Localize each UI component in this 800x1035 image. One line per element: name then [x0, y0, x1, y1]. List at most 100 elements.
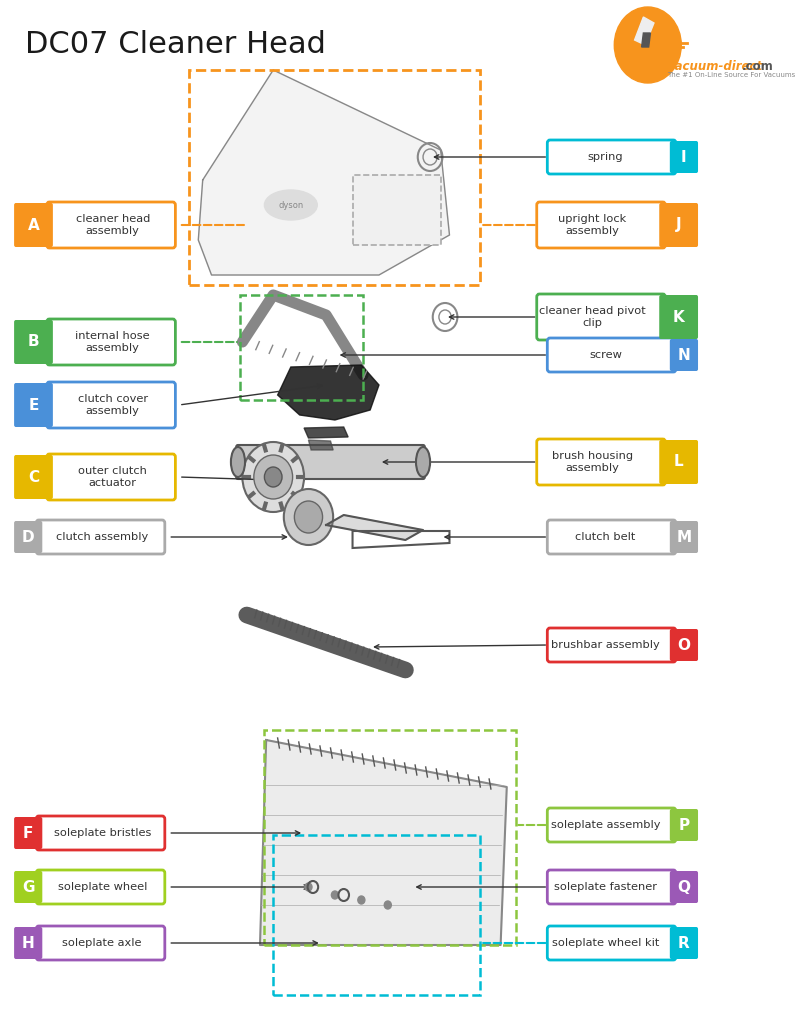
- Text: L: L: [674, 454, 683, 470]
- Circle shape: [265, 467, 282, 487]
- FancyBboxPatch shape: [670, 629, 698, 661]
- Text: I: I: [681, 149, 686, 165]
- FancyBboxPatch shape: [659, 295, 698, 339]
- Text: C: C: [28, 470, 39, 484]
- Text: M: M: [676, 530, 691, 544]
- FancyBboxPatch shape: [46, 382, 175, 428]
- FancyBboxPatch shape: [36, 816, 165, 850]
- FancyBboxPatch shape: [547, 870, 676, 904]
- Polygon shape: [642, 33, 650, 47]
- Text: F: F: [23, 826, 34, 840]
- FancyBboxPatch shape: [236, 445, 425, 479]
- Text: internal hose
assembly: internal hose assembly: [75, 331, 150, 353]
- FancyBboxPatch shape: [36, 520, 165, 554]
- Polygon shape: [304, 427, 348, 438]
- Circle shape: [254, 455, 293, 499]
- Text: upright lock
assembly: upright lock assembly: [558, 214, 626, 236]
- Text: H: H: [22, 936, 34, 950]
- Text: clutch belt: clutch belt: [575, 532, 636, 542]
- Text: outer clutch
actuator: outer clutch actuator: [78, 466, 147, 487]
- Text: brushbar assembly: brushbar assembly: [551, 640, 660, 650]
- Circle shape: [305, 883, 312, 891]
- Text: .com: .com: [742, 60, 774, 73]
- FancyBboxPatch shape: [547, 808, 676, 842]
- FancyBboxPatch shape: [537, 439, 666, 485]
- Polygon shape: [260, 740, 506, 945]
- Text: soleplate axle: soleplate axle: [62, 938, 142, 948]
- Ellipse shape: [416, 447, 430, 477]
- Circle shape: [242, 442, 304, 512]
- FancyBboxPatch shape: [46, 319, 175, 365]
- Circle shape: [284, 489, 333, 545]
- Text: J: J: [676, 217, 682, 233]
- Text: vacuum-direct: vacuum-direct: [667, 60, 762, 73]
- FancyBboxPatch shape: [670, 521, 698, 553]
- Text: soleplate assembly: soleplate assembly: [550, 820, 660, 830]
- Text: DC07 Cleaner Head: DC07 Cleaner Head: [25, 30, 326, 59]
- FancyBboxPatch shape: [670, 809, 698, 841]
- Circle shape: [614, 7, 682, 83]
- FancyBboxPatch shape: [353, 175, 441, 245]
- Ellipse shape: [231, 447, 245, 477]
- FancyBboxPatch shape: [14, 203, 53, 247]
- FancyBboxPatch shape: [670, 141, 698, 173]
- Text: screw: screw: [589, 350, 622, 360]
- Polygon shape: [278, 365, 379, 420]
- Circle shape: [384, 901, 391, 909]
- Text: soleplate wheel: soleplate wheel: [58, 882, 147, 892]
- Text: clutch assembly: clutch assembly: [56, 532, 148, 542]
- Ellipse shape: [265, 190, 318, 220]
- Text: D: D: [22, 530, 34, 544]
- Text: brush housing
assembly: brush housing assembly: [552, 451, 633, 473]
- Text: B: B: [28, 334, 39, 350]
- FancyBboxPatch shape: [537, 294, 666, 341]
- FancyBboxPatch shape: [14, 871, 42, 903]
- Circle shape: [358, 896, 365, 904]
- FancyBboxPatch shape: [537, 202, 666, 248]
- FancyBboxPatch shape: [547, 520, 676, 554]
- Text: E: E: [28, 397, 38, 413]
- FancyBboxPatch shape: [46, 454, 175, 500]
- Text: A: A: [28, 217, 39, 233]
- Polygon shape: [309, 440, 333, 450]
- Text: soleplate wheel kit: soleplate wheel kit: [552, 938, 659, 948]
- FancyBboxPatch shape: [36, 870, 165, 904]
- Text: The #1 On-Line Source For Vacuums: The #1 On-Line Source For Vacuums: [667, 72, 795, 78]
- FancyBboxPatch shape: [547, 140, 676, 174]
- Text: soleplate fastener: soleplate fastener: [554, 882, 657, 892]
- Polygon shape: [198, 70, 450, 275]
- Text: soleplate bristles: soleplate bristles: [54, 828, 151, 838]
- FancyBboxPatch shape: [14, 521, 42, 553]
- Text: Q: Q: [678, 880, 690, 894]
- FancyBboxPatch shape: [547, 926, 676, 960]
- Polygon shape: [634, 17, 654, 45]
- Text: dyson: dyson: [278, 201, 303, 209]
- Text: P: P: [678, 818, 690, 832]
- Circle shape: [294, 501, 322, 533]
- FancyBboxPatch shape: [14, 455, 53, 499]
- Text: O: O: [678, 638, 690, 652]
- FancyBboxPatch shape: [659, 440, 698, 484]
- Text: R: R: [678, 936, 690, 950]
- Text: G: G: [22, 880, 34, 894]
- Text: N: N: [678, 348, 690, 362]
- FancyBboxPatch shape: [670, 339, 698, 371]
- FancyBboxPatch shape: [670, 871, 698, 903]
- FancyBboxPatch shape: [547, 338, 676, 372]
- Text: spring: spring: [588, 152, 623, 162]
- Circle shape: [331, 891, 338, 899]
- FancyBboxPatch shape: [670, 927, 698, 959]
- FancyBboxPatch shape: [14, 817, 42, 849]
- FancyBboxPatch shape: [46, 202, 175, 248]
- FancyBboxPatch shape: [659, 203, 698, 247]
- FancyBboxPatch shape: [547, 628, 676, 662]
- Text: K: K: [673, 309, 685, 325]
- Text: cleaner head
assembly: cleaner head assembly: [76, 214, 150, 236]
- FancyBboxPatch shape: [36, 926, 165, 960]
- FancyBboxPatch shape: [14, 927, 42, 959]
- Text: cleaner head pivot
clip: cleaner head pivot clip: [539, 306, 646, 328]
- Text: clutch cover
assembly: clutch cover assembly: [78, 394, 148, 416]
- FancyBboxPatch shape: [14, 383, 53, 427]
- FancyBboxPatch shape: [14, 320, 53, 364]
- Polygon shape: [326, 515, 423, 540]
